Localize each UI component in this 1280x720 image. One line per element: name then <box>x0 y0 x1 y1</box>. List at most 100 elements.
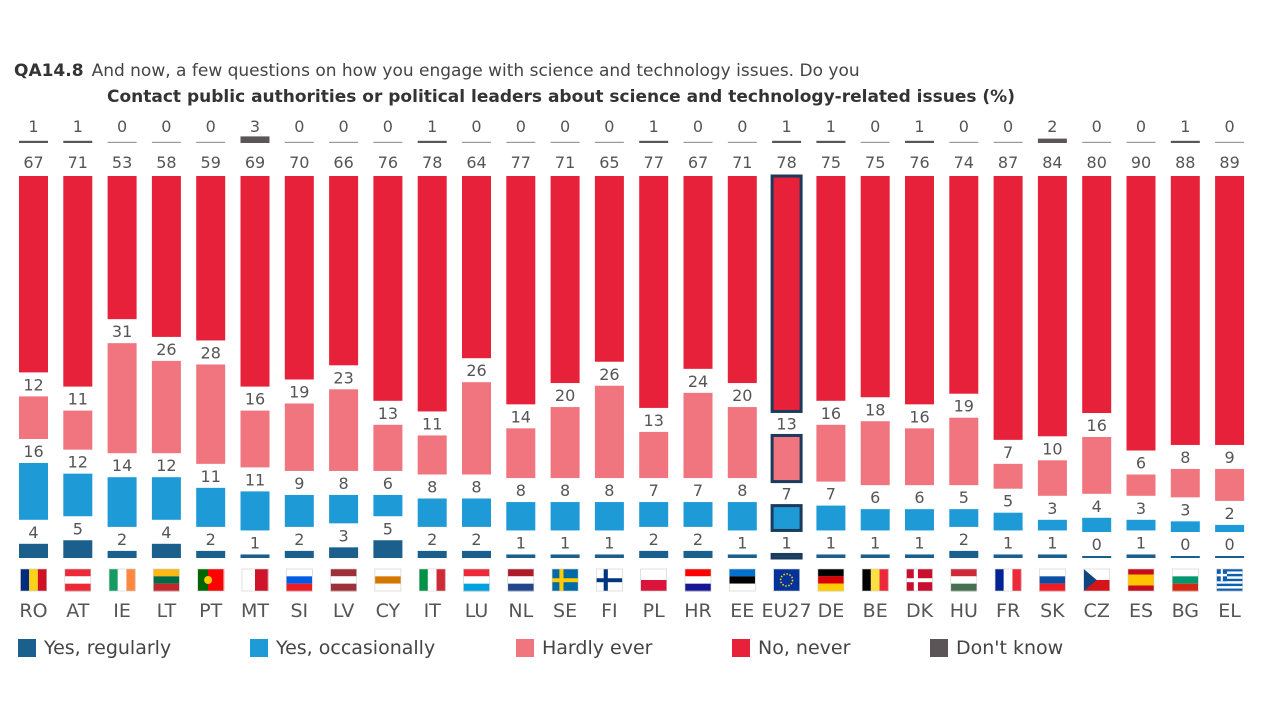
label-hardly-ever-hr: 24 <box>688 372 708 391</box>
bar-yes-regularly-se <box>550 554 580 558</box>
label-yes-regularly-dk: 1 <box>914 533 924 552</box>
bar-yes-regularly-at <box>63 540 93 558</box>
bar-hardly-ever-nl <box>506 428 536 479</box>
label-hardly-ever-cz: 16 <box>1087 416 1107 435</box>
label-no-never-fr: 87 <box>998 153 1018 172</box>
chart-legend: Yes, regularly Yes, occasionally Hardly … <box>18 637 1278 665</box>
bar-no-never-fi <box>594 176 624 362</box>
label-dont-know-ee: 0 <box>737 117 747 136</box>
bar-no-never-ie <box>107 176 137 320</box>
country-label-lu: LU <box>465 600 489 622</box>
label-no-never-ie: 53 <box>112 153 132 172</box>
bar-dont-know-dk <box>905 140 934 143</box>
label-dont-know-si: 0 <box>294 117 304 136</box>
label-hardly-ever-lv: 23 <box>333 368 353 387</box>
label-dont-know-fr: 0 <box>1003 117 1013 136</box>
legend-swatch-yes-regularly <box>18 639 36 657</box>
bar-hardly-ever-ie <box>107 343 137 454</box>
label-no-never-fi: 65 <box>599 153 619 172</box>
label-yes-regularly-fi: 1 <box>604 533 614 552</box>
label-yes-regularly-lv: 3 <box>339 526 349 545</box>
legend-item-hardly-ever: Hardly ever <box>516 637 652 659</box>
bar-yes-regularly-es <box>1126 554 1156 558</box>
country-label-fr: FR <box>996 600 1020 622</box>
country-label-eu27: EU27 <box>762 600 812 622</box>
label-yes-regularly-cz: 0 <box>1092 535 1102 554</box>
label-yes-occasionally-cz: 4 <box>1092 497 1102 516</box>
label-yes-occasionally-hr: 7 <box>693 481 703 500</box>
flag-si-icon <box>285 568 313 592</box>
bar-no-never-el <box>1215 176 1245 445</box>
bar-yes-occasionally-hu <box>949 509 979 527</box>
label-dont-know-dk: 1 <box>914 117 924 136</box>
legend-item-dont-know: Don't know <box>930 637 1063 659</box>
label-yes-regularly-ee: 1 <box>737 533 747 552</box>
label-yes-occasionally-nl: 8 <box>516 481 526 500</box>
bar-yes-regularly-it <box>417 550 447 558</box>
country-label-dk: DK <box>906 600 934 622</box>
flag-fr-icon <box>994 568 1022 592</box>
label-hardly-ever-fr: 7 <box>1003 443 1013 462</box>
bar-yes-occasionally-pt <box>196 487 226 527</box>
label-dont-know-lu: 0 <box>471 117 481 136</box>
flag-lv-icon <box>330 568 357 592</box>
country-label-nl: NL <box>508 600 533 622</box>
label-dont-know-nl: 0 <box>516 117 526 136</box>
label-dont-know-hr: 0 <box>693 117 703 136</box>
bar-dont-know-ee <box>727 141 757 143</box>
flag-el-icon <box>1216 568 1243 592</box>
label-dont-know-es: 0 <box>1136 117 1146 136</box>
label-no-never-it: 78 <box>422 153 442 172</box>
bar-hardly-ever-de <box>816 424 846 482</box>
label-dont-know-se: 0 <box>560 117 570 136</box>
label-dont-know-ro: 1 <box>28 117 38 136</box>
legend-label-hardly-ever: Hardly ever <box>542 637 653 659</box>
label-hardly-ever-eu27: 13 <box>776 414 796 433</box>
bar-yes-regularly-ie <box>107 550 137 558</box>
bar-yes-regularly-el <box>1215 556 1245 558</box>
label-no-never-de: 75 <box>821 153 841 172</box>
country-label-pt: PT <box>199 600 222 622</box>
bar-dont-know-be <box>860 141 890 143</box>
label-yes-occasionally-fi: 8 <box>604 481 614 500</box>
bar-yes-regularly-ee <box>727 554 757 558</box>
chart-subtitle: Contact public authorities or political … <box>107 87 1015 107</box>
bar-hardly-ever-lv <box>329 389 359 471</box>
bar-yes-regularly-sk <box>1037 554 1067 558</box>
bar-yes-occasionally-nl <box>506 502 536 531</box>
flag-ie-icon <box>108 568 136 592</box>
label-hardly-ever-it: 11 <box>422 414 442 433</box>
label-yes-regularly-ie: 2 <box>117 530 127 549</box>
label-hardly-ever-mt: 16 <box>245 390 265 409</box>
bar-yes-occasionally-fr <box>993 512 1023 531</box>
label-no-never-es: 90 <box>1131 153 1151 172</box>
country-label-si: SI <box>290 600 308 622</box>
label-hardly-ever-cy: 13 <box>378 404 398 423</box>
bar-yes-regularly-dk <box>905 554 934 558</box>
bar-dont-know-si <box>284 141 314 143</box>
bar-no-never-es <box>1126 176 1156 451</box>
label-hardly-ever-fi: 26 <box>599 365 619 384</box>
label-no-never-se: 71 <box>555 153 575 172</box>
label-no-never-bg: 88 <box>1175 153 1195 172</box>
legend-swatch-yes-occasionally <box>250 639 268 657</box>
flag-lt-icon <box>153 568 180 592</box>
bar-no-never-ro <box>19 176 48 373</box>
bar-yes-regularly-lv <box>329 547 359 558</box>
flag-es-icon <box>1127 568 1155 592</box>
bar-no-never-mt <box>240 176 270 387</box>
country-label-ee: EE <box>730 600 754 622</box>
country-label-fi: FI <box>601 600 618 622</box>
bar-yes-regularly-fr <box>993 554 1023 558</box>
label-no-never-si: 70 <box>289 153 309 172</box>
bar-dont-know-eu27 <box>772 140 802 143</box>
label-yes-regularly-bg: 0 <box>1180 535 1190 554</box>
label-yes-regularly-be: 1 <box>870 533 880 552</box>
legend-swatch-dont-know <box>930 639 948 657</box>
bar-no-never-nl <box>506 176 536 405</box>
flag-be-icon <box>861 568 889 592</box>
bar-dont-know-sk <box>1037 138 1067 143</box>
label-hardly-ever-ie: 31 <box>112 322 132 341</box>
country-label-sk: SK <box>1040 600 1065 622</box>
label-dont-know-cy: 0 <box>383 117 393 136</box>
